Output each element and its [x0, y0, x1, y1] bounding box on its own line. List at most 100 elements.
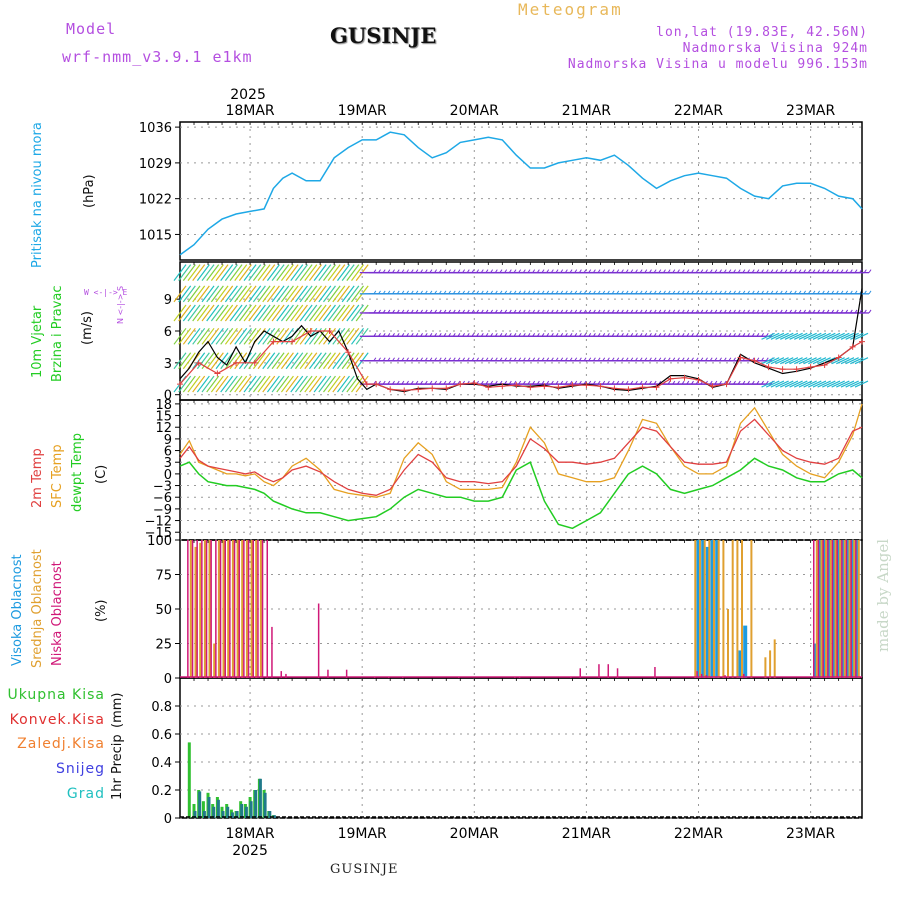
- cloud-bar: [839, 540, 842, 678]
- wind-barb: [210, 327, 224, 345]
- wind-barb: [266, 375, 280, 393]
- cloud-bar: [199, 542, 202, 678]
- wind-gust-marker: [583, 382, 590, 389]
- wind-barb: [201, 375, 215, 393]
- wind-barb: [178, 285, 192, 303]
- cloud-bar: [210, 540, 212, 678]
- cloud-bar: [259, 540, 262, 678]
- wind-barb: [252, 264, 266, 281]
- wind-barb: [257, 285, 271, 303]
- wind-barb: [224, 375, 238, 393]
- pressure-line: [179, 131, 863, 256]
- bottom-year-label: 2025: [232, 843, 268, 859]
- wind-barb: [220, 352, 234, 370]
- wind-gust-marker: [807, 364, 814, 371]
- wind-barb: [351, 375, 364, 393]
- wind-gust-marker: [345, 349, 352, 356]
- wind-barb: [173, 285, 187, 303]
- wind-barb: [215, 327, 229, 345]
- wind-barb: [182, 285, 196, 303]
- wind-barb: [304, 375, 318, 393]
- wind-barb: [304, 285, 318, 303]
- pressure-ytick-label: 1022: [139, 193, 172, 208]
- clouds-ytick-label: 0: [164, 672, 172, 687]
- cloud-bar: [827, 540, 829, 678]
- top-day-label: 22MAR: [674, 103, 723, 119]
- wind-barb: [201, 264, 215, 281]
- wind-barb: [308, 375, 322, 393]
- model-name: wrf-nmm_v3.9.1 e1km: [62, 48, 253, 66]
- cloud-bar: [227, 540, 230, 678]
- wind-barb: [271, 304, 285, 322]
- wind-barb: [332, 375, 346, 393]
- wind-barb: [238, 285, 252, 303]
- wind-barb: [271, 352, 285, 370]
- wind-barb: [322, 352, 336, 370]
- wind-barb: [285, 375, 299, 393]
- temperature-ytick-label: −15: [145, 526, 172, 541]
- wind-gust-marker: [457, 381, 464, 388]
- cloud-bar: [205, 540, 208, 678]
- wind-barb: [304, 352, 318, 370]
- cloud-bar: [743, 625, 748, 678]
- wind-barb: [243, 352, 257, 370]
- cloud-bar: [598, 664, 600, 678]
- legend-snijeg: Snijeg: [55, 761, 105, 777]
- wind-barb: [192, 285, 206, 303]
- wind-barb: [327, 375, 341, 393]
- cloud-bar: [773, 639, 776, 678]
- cloud-bar: [243, 540, 245, 678]
- cloud-bar: [850, 540, 852, 678]
- wind-barb: [248, 285, 262, 303]
- wind-barb: [765, 332, 780, 340]
- wind-gust-marker: [611, 385, 618, 392]
- cloud-bar: [715, 540, 720, 678]
- bottom-day-label: 19MAR: [338, 826, 387, 842]
- precip-snow-bar: [207, 797, 211, 818]
- wind-barb: [308, 304, 322, 322]
- wind-barb: [850, 380, 864, 388]
- wind-barb: [257, 375, 271, 393]
- wind-barb: [808, 332, 822, 340]
- wind-barb: [276, 375, 290, 393]
- wind-barb: [271, 375, 285, 393]
- cloud-bar: [245, 540, 248, 678]
- wind-barb: [299, 352, 313, 370]
- cloud-bar: [250, 540, 253, 678]
- wind-barb: [206, 285, 220, 303]
- wind-gust-marker: [541, 383, 548, 390]
- wind-gust-marker: [765, 364, 772, 371]
- precip-ytick-label: 0.4: [151, 756, 172, 771]
- cloud-bar: [233, 540, 236, 678]
- wind-barb: [210, 375, 224, 393]
- wind-barb: [192, 304, 206, 322]
- top-day-label: 20MAR: [450, 103, 499, 119]
- sfc-temp-line: [179, 403, 863, 498]
- wind-barb: [770, 357, 785, 365]
- wind-barb: [201, 327, 215, 345]
- wind-barb: [826, 380, 841, 388]
- wind-barb: [332, 264, 346, 281]
- wind-barb: [173, 264, 187, 281]
- wind-barb: [770, 332, 785, 340]
- wind-barb: [196, 352, 210, 370]
- cloud-bar: [855, 540, 857, 678]
- legend-konvek-kisa: Konvek.Kisa: [9, 712, 105, 728]
- wind-gust-marker: [835, 354, 842, 361]
- cloud-bar: [694, 540, 697, 678]
- wind-barb: [178, 304, 192, 322]
- wind-barb: [234, 285, 248, 303]
- precip-snow-bar: [202, 811, 206, 818]
- cloud-bar: [850, 540, 855, 678]
- cloud-bar: [201, 540, 203, 678]
- wind-barb: [266, 285, 280, 303]
- wind-gust-marker: [639, 384, 646, 391]
- clouds-ytick-label: 100: [147, 534, 172, 549]
- wind-barb: [812, 380, 827, 388]
- cloud-bar: [713, 540, 715, 678]
- clouds-ytick-label: 25: [155, 638, 172, 653]
- wind-barb: [831, 332, 845, 340]
- model-altitude-text: Nadmorska Visina u modelu 996.153m: [567, 57, 868, 72]
- wind-barb: [775, 380, 789, 388]
- wind-barb: [332, 285, 346, 303]
